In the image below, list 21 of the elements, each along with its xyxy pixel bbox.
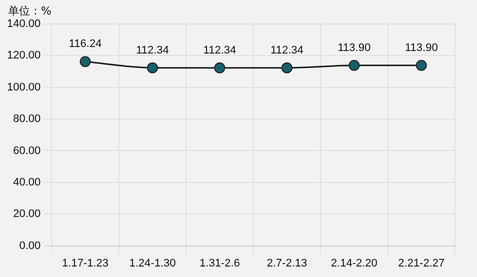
data-label: 112.34 xyxy=(136,44,169,56)
data-label: 113.90 xyxy=(404,42,438,54)
y-tick-label: 0.00 xyxy=(19,240,41,252)
y-tick-label: 60.00 xyxy=(13,144,41,157)
x-tick-label: 2.21-2.27 xyxy=(398,257,445,270)
x-tick-label: 1.31-2.6 xyxy=(200,257,240,270)
y-tick-label: 40.00 xyxy=(13,176,41,188)
x-tick-label: 1.17-1.23 xyxy=(62,257,108,270)
x-tick-label: 2.7-2.13 xyxy=(266,257,308,270)
data-label: 112.34 xyxy=(270,44,304,56)
y-tick-label: 80.00 xyxy=(13,113,41,126)
x-tick-label: 1.24-1.30 xyxy=(129,257,176,270)
y-tick-label: 120.00 xyxy=(6,50,41,62)
y-axis-title: 单位：% xyxy=(8,4,52,18)
x-tick-label: 2.14-2.20 xyxy=(330,257,378,270)
data-label: 113.90 xyxy=(338,42,371,54)
data-label: 116.24 xyxy=(68,38,102,50)
y-tick-label: 100.00 xyxy=(6,81,41,94)
data-label: 112.34 xyxy=(203,44,236,56)
y-tick-label: 140.00 xyxy=(6,18,41,30)
y-tick-label: 20.00 xyxy=(13,208,41,220)
